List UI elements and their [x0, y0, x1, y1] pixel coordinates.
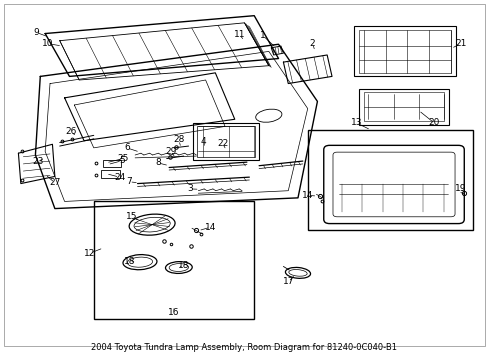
Bar	[363, 93, 443, 121]
Text: 2: 2	[309, 39, 315, 48]
Text: 9: 9	[34, 28, 39, 37]
Text: 27: 27	[49, 178, 61, 187]
Text: 3: 3	[187, 184, 193, 193]
Text: 1: 1	[260, 31, 265, 40]
Text: 16: 16	[168, 309, 180, 318]
Text: 29: 29	[164, 147, 176, 156]
Text: 24: 24	[114, 173, 125, 182]
Text: 22: 22	[217, 139, 228, 148]
Text: 12: 12	[84, 249, 95, 258]
Bar	[358, 30, 450, 73]
Text: 11: 11	[233, 31, 245, 40]
Text: 7: 7	[126, 177, 132, 186]
Text: 14: 14	[302, 191, 313, 200]
Bar	[358, 89, 448, 125]
Text: 8: 8	[155, 158, 161, 167]
Text: 10: 10	[42, 39, 53, 48]
Text: 20: 20	[427, 118, 439, 127]
Text: 6: 6	[123, 143, 129, 152]
Text: 25: 25	[117, 154, 128, 163]
Bar	[103, 159, 120, 167]
Bar	[94, 202, 254, 319]
Bar	[197, 126, 255, 157]
Bar	[193, 123, 259, 160]
Text: 28: 28	[173, 135, 184, 144]
Text: 19: 19	[454, 184, 466, 193]
Bar	[101, 170, 119, 178]
Text: 14: 14	[204, 222, 216, 231]
Bar	[307, 130, 472, 230]
Text: 17: 17	[282, 277, 293, 286]
Text: 23: 23	[32, 157, 43, 166]
Text: 18: 18	[123, 257, 135, 266]
Text: 13: 13	[350, 118, 361, 127]
Text: 2004 Toyota Tundra Lamp Assembly, Room Diagram for 81240-0C040-B1: 2004 Toyota Tundra Lamp Assembly, Room D…	[91, 343, 397, 352]
Text: 4: 4	[200, 137, 205, 146]
Text: 26: 26	[65, 127, 77, 136]
Text: 21: 21	[454, 39, 466, 48]
Text: 15: 15	[126, 212, 137, 221]
Bar	[353, 26, 455, 76]
Text: 18: 18	[178, 261, 189, 270]
Text: 5: 5	[119, 156, 124, 165]
